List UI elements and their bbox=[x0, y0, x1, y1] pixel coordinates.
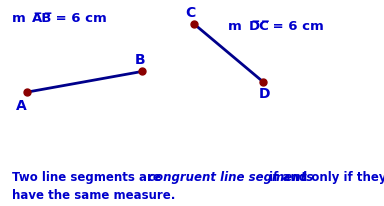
Text: B: B bbox=[135, 53, 146, 67]
Text: A: A bbox=[16, 98, 26, 112]
Text: D̅C̅: D̅C̅ bbox=[248, 20, 269, 33]
Text: Two line segments are: Two line segments are bbox=[12, 170, 164, 183]
Text: m: m bbox=[12, 12, 30, 25]
Text: = 6 cm: = 6 cm bbox=[51, 12, 107, 25]
Text: if and only if they: if and only if they bbox=[265, 170, 384, 183]
Text: m: m bbox=[228, 20, 247, 33]
Text: C: C bbox=[185, 6, 195, 20]
Text: congruent line segments: congruent line segments bbox=[148, 170, 313, 183]
Text: D: D bbox=[259, 87, 271, 101]
Text: = 6 cm: = 6 cm bbox=[268, 20, 324, 33]
Text: have the same measure.: have the same measure. bbox=[12, 188, 175, 201]
Text: A̅B̅: A̅B̅ bbox=[31, 12, 52, 25]
